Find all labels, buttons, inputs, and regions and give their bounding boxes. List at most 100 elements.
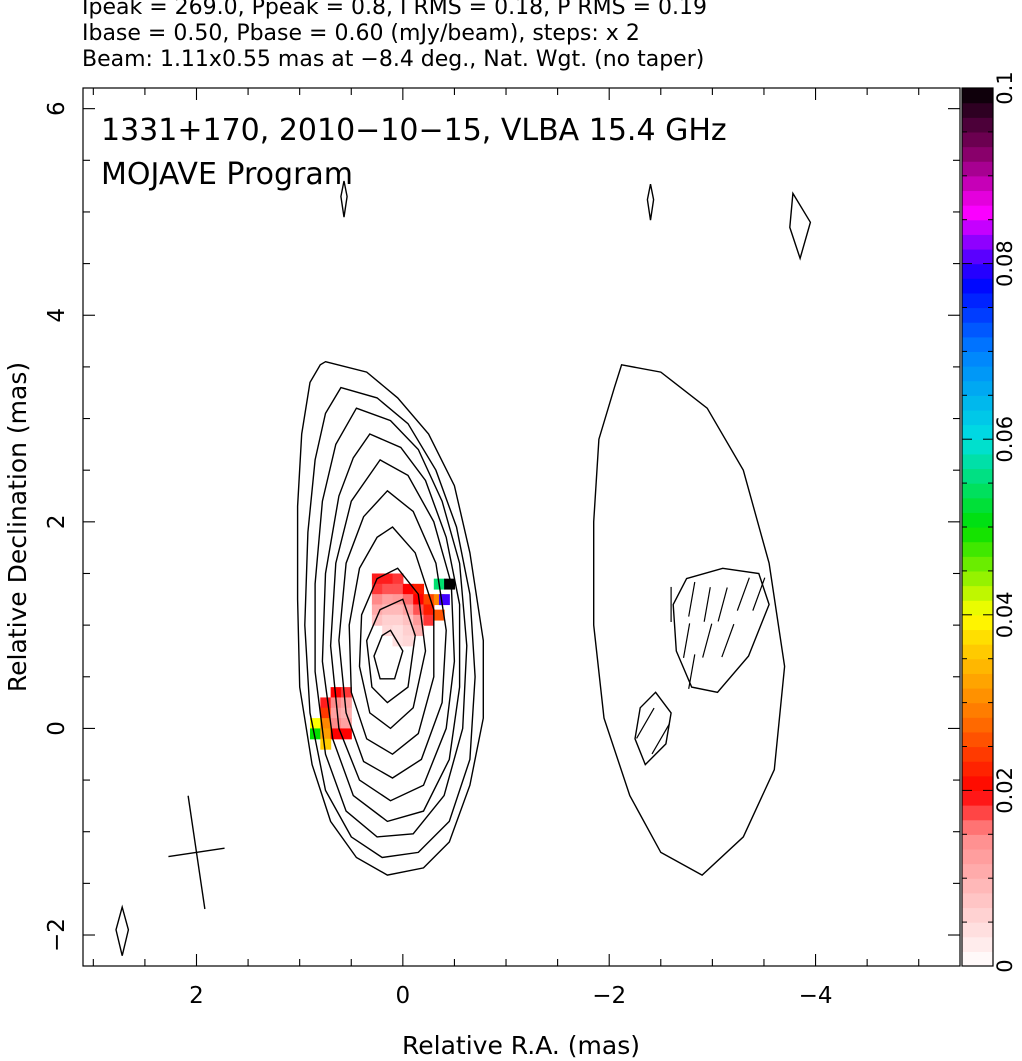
evpa-vector bbox=[636, 707, 655, 739]
pol-pixel bbox=[320, 707, 332, 719]
colorbar-band bbox=[962, 351, 993, 367]
beam-minor-axis bbox=[168, 847, 225, 858]
pol-pixel bbox=[340, 687, 352, 699]
colorbar-band bbox=[962, 117, 993, 133]
colorbar-band bbox=[962, 424, 993, 440]
pol-pixel bbox=[392, 614, 404, 626]
evpa-vectors bbox=[636, 577, 766, 755]
colorbar-tick-label: 0.08 bbox=[993, 240, 1017, 287]
colorbar-band bbox=[962, 497, 993, 513]
colorbar-ticks: 0 0.02 0.04 0.06 0.08 0.1 bbox=[962, 71, 1017, 973]
pol-pixel bbox=[392, 625, 404, 637]
colorbar-band bbox=[962, 175, 993, 192]
colorbar-band bbox=[962, 307, 993, 323]
colorbar-tick-label: 0.1 bbox=[993, 71, 1017, 104]
pol-pixel bbox=[382, 594, 394, 606]
pol-pixel bbox=[392, 635, 404, 647]
pol-pixel bbox=[340, 718, 352, 730]
colorbar-band bbox=[962, 102, 993, 118]
colorbar-band bbox=[962, 248, 993, 265]
colorbar-band bbox=[962, 322, 993, 338]
pol-pixel bbox=[402, 604, 414, 616]
x-axis-ticks: 2 0 −2 −4 bbox=[92, 88, 920, 1009]
contour-line bbox=[672, 567, 770, 694]
colorbar-band bbox=[962, 614, 993, 631]
y-axis-label: Relative Declination (mas) bbox=[3, 362, 32, 692]
pol-pixel bbox=[413, 583, 425, 595]
evpa-vector bbox=[736, 577, 750, 611]
colorbar-band bbox=[962, 263, 993, 279]
x-tick-label: −4 bbox=[799, 983, 833, 1009]
colorbar-band bbox=[962, 761, 993, 777]
pol-pixel bbox=[371, 583, 383, 595]
pol-pixel bbox=[392, 594, 404, 606]
colorbar-band bbox=[962, 863, 993, 879]
pol-pixel bbox=[402, 594, 414, 606]
colorbar-band bbox=[962, 658, 993, 674]
colorbar-band bbox=[962, 190, 993, 206]
colorbar-tick-label: 0.02 bbox=[993, 767, 1017, 814]
pol-pixel bbox=[309, 718, 321, 730]
evpa-vector bbox=[752, 577, 766, 611]
contour-line bbox=[321, 433, 461, 823]
program-title: MOJAVE Program bbox=[101, 157, 353, 192]
colorbar-band bbox=[962, 278, 993, 294]
pol-pixel bbox=[402, 583, 414, 595]
pol-pixel bbox=[330, 718, 342, 730]
header-peak-line: Ipeak = 269.0, Ppeak = 0.8, I RMS = 0.18… bbox=[82, 0, 707, 20]
x-tick-label: −2 bbox=[592, 983, 626, 1009]
pol-pixel bbox=[433, 609, 445, 621]
pol-pixel bbox=[371, 604, 383, 616]
colorbar-band bbox=[962, 848, 993, 865]
contour-line bbox=[340, 180, 348, 218]
pol-pixel bbox=[330, 707, 342, 719]
colorbar-band bbox=[962, 219, 993, 235]
colorbar-band bbox=[962, 673, 993, 689]
contour-line bbox=[358, 567, 427, 730]
colorbar-band bbox=[962, 600, 993, 616]
colorbar-band bbox=[962, 644, 993, 660]
contour-line bbox=[329, 458, 456, 802]
colorbar-band bbox=[962, 834, 993, 850]
contour-line bbox=[115, 904, 130, 956]
pol-pixel bbox=[413, 625, 425, 637]
pol-pixel bbox=[423, 594, 435, 606]
colorbar-band bbox=[962, 131, 993, 148]
colorbar-band bbox=[962, 731, 993, 748]
colorbar-band bbox=[962, 453, 993, 470]
contour-line bbox=[373, 629, 404, 680]
contour-line bbox=[789, 191, 812, 261]
contour-line bbox=[338, 489, 447, 779]
colorbar-band bbox=[962, 205, 993, 221]
colorbar bbox=[962, 88, 993, 967]
colorbar-tick-label: 0.04 bbox=[993, 591, 1017, 638]
colorbar-band bbox=[962, 395, 993, 411]
colorbar-band bbox=[962, 717, 993, 733]
pol-pixel bbox=[392, 583, 404, 595]
colorbar-band bbox=[962, 907, 993, 923]
pol-pixel bbox=[382, 573, 394, 585]
y-tick-label: 4 bbox=[44, 308, 70, 323]
colorbar-band bbox=[962, 585, 993, 601]
pol-pixel bbox=[330, 687, 342, 699]
colorbar-band bbox=[962, 922, 993, 938]
colorbar-band bbox=[962, 805, 993, 821]
contour-line bbox=[296, 360, 484, 876]
pol-pixel bbox=[382, 583, 394, 595]
colorbar-band bbox=[962, 892, 993, 909]
colorbar-band bbox=[962, 161, 993, 177]
evpa-vector bbox=[717, 587, 728, 622]
evpa-vector bbox=[651, 723, 671, 755]
colorbar-band bbox=[962, 88, 993, 104]
evpa-vector bbox=[688, 581, 696, 617]
colorbar-band bbox=[962, 702, 993, 718]
contour-line bbox=[304, 386, 476, 859]
colorbar-band bbox=[962, 775, 993, 791]
colorbar-band bbox=[962, 878, 993, 894]
pol-pixel bbox=[320, 697, 332, 709]
pol-pixel bbox=[371, 594, 383, 606]
colorbar-band bbox=[962, 746, 993, 762]
evpa-vector bbox=[703, 587, 711, 622]
colorbar-band bbox=[962, 409, 993, 426]
